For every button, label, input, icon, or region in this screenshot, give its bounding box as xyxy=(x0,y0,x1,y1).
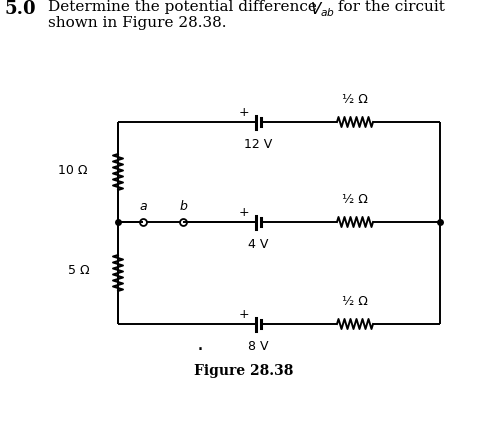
Text: ½ Ω: ½ Ω xyxy=(342,93,367,106)
Text: for the circuit: for the circuit xyxy=(332,0,444,14)
Text: $V_{ab}$: $V_{ab}$ xyxy=(309,0,334,19)
Text: a: a xyxy=(139,200,146,213)
Text: 10 Ω: 10 Ω xyxy=(59,163,88,177)
Text: 5.0: 5.0 xyxy=(5,0,37,18)
Text: ·: · xyxy=(196,340,203,360)
Text: 8 V: 8 V xyxy=(247,340,268,353)
Text: 5 Ω: 5 Ω xyxy=(68,264,90,277)
Text: ½ Ω: ½ Ω xyxy=(342,193,367,206)
Text: 12 V: 12 V xyxy=(244,138,271,151)
Text: +: + xyxy=(238,105,249,118)
Text: +: + xyxy=(238,308,249,321)
Text: +: + xyxy=(238,206,249,219)
Text: ½ Ω: ½ Ω xyxy=(342,295,367,308)
Text: Determine the potential difference: Determine the potential difference xyxy=(48,0,321,14)
Text: 4 V: 4 V xyxy=(247,238,267,251)
Text: b: b xyxy=(179,200,186,213)
Text: shown in Figure 28.38.: shown in Figure 28.38. xyxy=(48,16,226,30)
Text: Figure 28.38: Figure 28.38 xyxy=(194,364,293,378)
